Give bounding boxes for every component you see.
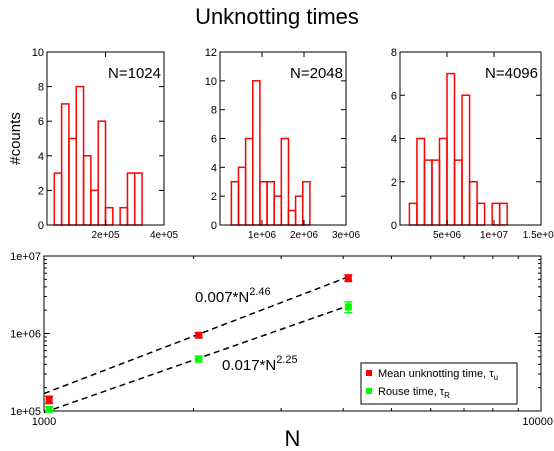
y-tick-label: 6 xyxy=(211,134,217,146)
y-tick-label: 1e+05 xyxy=(10,406,41,418)
y-tick-label: 0 xyxy=(38,220,44,232)
histogram-bar xyxy=(498,202,508,226)
histogram-bar xyxy=(423,159,433,226)
x-tick-label: 2e+05 xyxy=(91,230,120,241)
fit-label-exponent: 2.25 xyxy=(276,354,297,366)
histogram-bar xyxy=(68,137,77,226)
histogram-bar xyxy=(408,202,418,226)
y-tick-label: 10 xyxy=(205,76,217,88)
y-tick-label: 8 xyxy=(211,105,217,117)
histogram-bar xyxy=(90,189,99,226)
x-tick-label: 3e+06 xyxy=(332,230,361,241)
x-tick-label: 1e+07 xyxy=(480,230,509,241)
histogram-bar xyxy=(491,202,501,226)
legend-label-text: Rouse time, τ xyxy=(378,386,445,398)
histogram-bar xyxy=(237,166,247,226)
y-tick-label: 1e+07 xyxy=(10,251,41,263)
fit-label-base: 0.017*N xyxy=(222,357,276,374)
legend-marker xyxy=(366,370,372,376)
histogram-bar xyxy=(280,137,290,226)
histogram-bar xyxy=(287,209,297,226)
y-tick-label: 0 xyxy=(211,220,217,232)
y-tick-label: 2 xyxy=(391,177,397,189)
y-tick-label: 4 xyxy=(211,162,217,174)
histogram-bar xyxy=(252,80,261,226)
x-tick-label: 10000 xyxy=(522,416,553,428)
legend-box xyxy=(360,362,518,405)
histogram-bar xyxy=(82,155,92,226)
x-tick-label: 1e+06 xyxy=(248,230,277,241)
histogram-bar xyxy=(453,159,463,226)
histogram-bar xyxy=(301,181,311,226)
histogram-bar xyxy=(476,202,486,226)
data-point xyxy=(195,331,203,339)
fit-label: 0.007*N2.46 xyxy=(195,286,271,306)
histogram-panel-3: 0 2 4 6 8 5e+06 1e+07 1.5e+07 N=4096 xyxy=(391,47,554,241)
histogram-bar xyxy=(416,137,426,226)
data-point xyxy=(195,355,203,363)
y-tick-label: 8 xyxy=(38,82,44,94)
histogram-bar xyxy=(60,103,70,226)
plot-frame xyxy=(43,255,542,412)
x-tick-label: 2e+06 xyxy=(290,230,319,241)
histogram-bar xyxy=(259,181,268,226)
x-tick-label: 4e+05 xyxy=(150,230,179,241)
histogram-bar xyxy=(468,181,478,226)
histogram-bar xyxy=(438,137,448,226)
y-tick-label: 6 xyxy=(38,116,44,128)
y-tick-label: 2 xyxy=(211,191,217,203)
scaling-plot: 1e+05 1e+06 1e+07 1000 10000 0.007*N2.46 0.017… xyxy=(10,251,553,451)
legend-label-subscript: R xyxy=(444,391,450,400)
histogram-bar xyxy=(75,85,85,226)
fit-label: 0.017*N2.25 xyxy=(222,354,298,374)
x-tick-label: 1000 xyxy=(32,416,56,428)
y-tick-label: 2 xyxy=(38,185,44,197)
data-point xyxy=(344,303,352,311)
panel-annotation: N=2048 xyxy=(290,65,343,82)
x-tick-label: 1.5e+07 xyxy=(523,230,554,241)
histogram-bar xyxy=(431,159,441,226)
y-tick-label: 6 xyxy=(391,90,397,102)
y-tick-label: 8 xyxy=(391,47,397,59)
histogram-bar xyxy=(294,195,304,226)
y-tick-label: 0 xyxy=(391,220,397,232)
histogram-bar xyxy=(461,94,471,226)
figure-title: Unknotting times xyxy=(195,4,359,29)
legend-label: Mean unknotting time, τu xyxy=(378,368,498,382)
x-tick-label: 5e+06 xyxy=(433,230,462,241)
y-tick-label: 12 xyxy=(205,47,217,59)
data-point xyxy=(45,405,53,413)
panel-annotation: N=4096 xyxy=(485,65,538,82)
histogram-bar xyxy=(53,172,63,226)
histogram-bar xyxy=(266,181,275,226)
histogram-bar xyxy=(446,72,456,226)
y-tick-label: 1e+06 xyxy=(10,329,41,341)
y-tick-label: 4 xyxy=(38,151,44,163)
legend-marker xyxy=(366,388,372,394)
data-point xyxy=(344,274,352,282)
fit-label-base: 0.007*N xyxy=(195,289,249,306)
histogram-panel-2: 0 2 4 6 8 10 12 1e+06 2e+06 3e+06 N=2048 xyxy=(205,47,361,241)
data-point xyxy=(45,396,53,404)
histogram-bar xyxy=(230,181,240,226)
x-axis-label: N xyxy=(285,426,301,451)
legend-label: Rouse time, τR xyxy=(378,386,450,400)
histogram-bar xyxy=(273,195,283,226)
histogram-panel-1: 0 2 4 6 8 10 2e+05 4e+05 N=1024 #counts xyxy=(7,47,178,241)
histogram-bar xyxy=(244,137,254,226)
histogram-bar xyxy=(126,172,136,226)
y-tick-label: 10 xyxy=(32,47,44,59)
histogram-bar xyxy=(134,172,143,226)
y-axis-label: #counts xyxy=(7,112,24,165)
legend-label-subscript: u xyxy=(494,373,498,382)
histogram-bar xyxy=(104,206,114,226)
panel-annotation: N=1024 xyxy=(108,65,161,82)
histogram-bar xyxy=(97,120,107,226)
legend-label-text: Mean unknotting time, τ xyxy=(378,368,494,380)
y-tick-label: 4 xyxy=(391,134,397,146)
histogram-bar xyxy=(119,206,129,226)
fit-label-exponent: 2.46 xyxy=(249,286,270,298)
